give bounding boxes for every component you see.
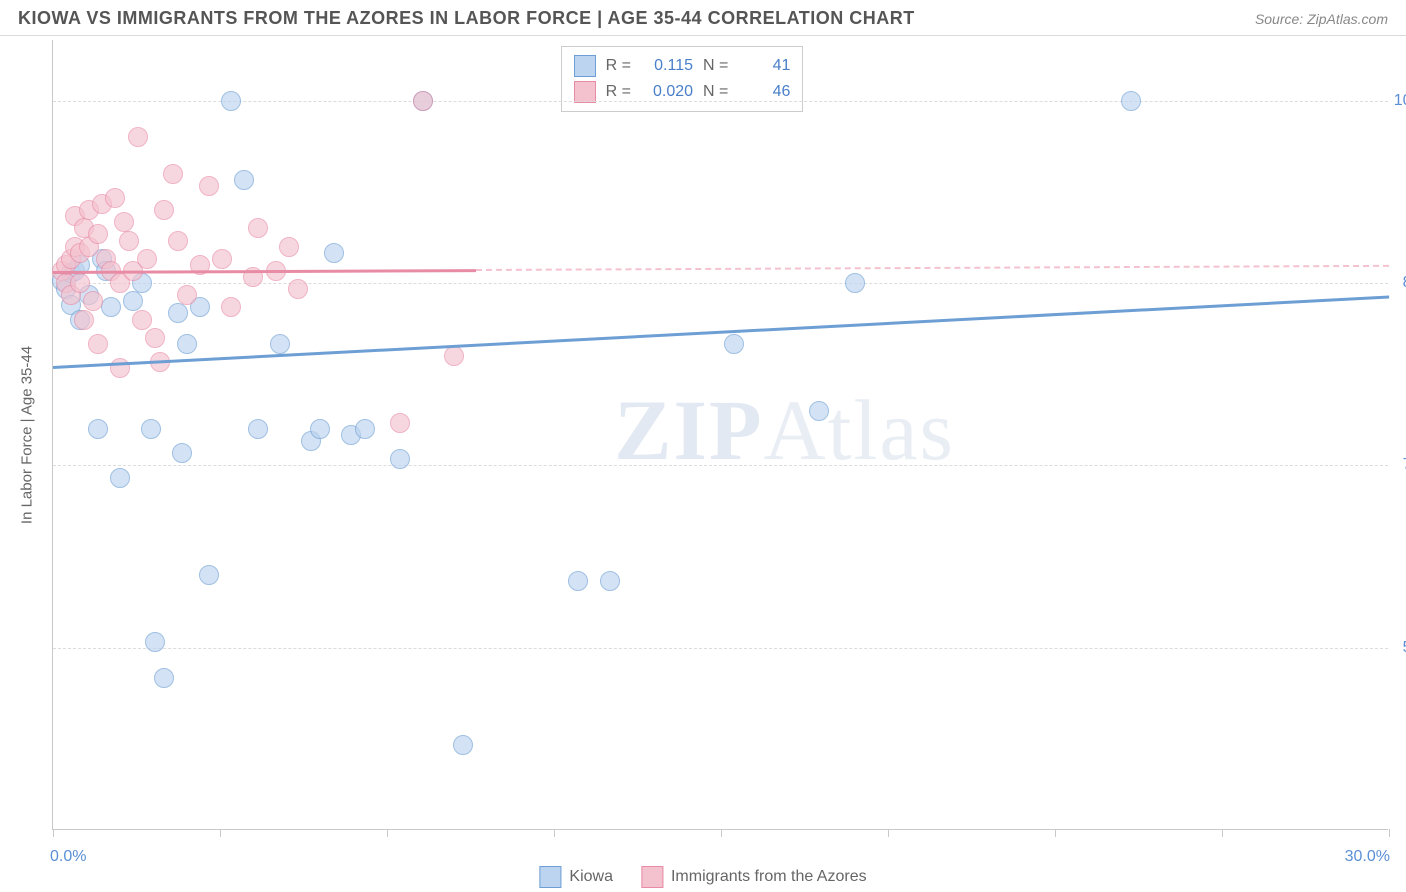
data-point xyxy=(128,127,148,147)
data-point xyxy=(88,419,108,439)
data-point xyxy=(172,443,192,463)
legend-swatch xyxy=(539,866,561,888)
data-point xyxy=(74,310,94,330)
x-tick xyxy=(888,829,889,837)
legend-swatch xyxy=(574,55,596,77)
data-point xyxy=(88,224,108,244)
data-point xyxy=(141,419,161,439)
data-point xyxy=(145,632,165,652)
gridline xyxy=(53,465,1388,466)
data-point xyxy=(88,334,108,354)
data-point xyxy=(453,735,473,755)
data-point xyxy=(199,176,219,196)
data-point xyxy=(288,279,308,299)
data-point xyxy=(248,419,268,439)
y-axis-title: In Labor Force | Age 35-44 xyxy=(19,345,36,523)
trend-line xyxy=(53,269,476,274)
scatter-chart: In Labor Force | Age 35-44 ZIPAtlas R =0… xyxy=(52,40,1388,830)
data-point xyxy=(845,273,865,293)
data-point xyxy=(137,249,157,269)
data-point xyxy=(600,571,620,591)
y-tick-label: 85.0% xyxy=(1392,274,1406,292)
data-point xyxy=(324,243,344,263)
gridline xyxy=(53,648,1388,649)
data-point xyxy=(248,218,268,238)
stats-legend: R =0.115N =41R =0.020N =46 xyxy=(561,46,804,112)
data-point xyxy=(390,449,410,469)
data-point xyxy=(355,419,375,439)
x-axis-max-label: 30.0% xyxy=(1345,848,1390,866)
data-point xyxy=(413,91,433,111)
x-tick xyxy=(1389,829,1390,837)
legend-swatch xyxy=(574,81,596,103)
data-point xyxy=(270,334,290,354)
x-tick xyxy=(1222,829,1223,837)
x-tick xyxy=(721,829,722,837)
data-point xyxy=(1121,91,1141,111)
series-legend-label: Kiowa xyxy=(569,868,613,886)
data-point xyxy=(168,231,188,251)
series-legend-item: Immigrants from the Azores xyxy=(641,866,867,888)
data-point xyxy=(123,291,143,311)
series-legend-item: Kiowa xyxy=(539,866,613,888)
data-point xyxy=(154,200,174,220)
data-point xyxy=(154,668,174,688)
y-tick-label: 55.0% xyxy=(1392,639,1406,657)
data-point xyxy=(310,419,330,439)
data-point xyxy=(199,565,219,585)
data-point xyxy=(101,297,121,317)
data-point xyxy=(234,170,254,190)
x-tick xyxy=(220,829,221,837)
data-point xyxy=(168,303,188,323)
r-value: 0.115 xyxy=(641,53,693,79)
r-label: R = xyxy=(606,53,631,79)
data-point xyxy=(809,401,829,421)
data-point xyxy=(279,237,299,257)
x-axis-min-label: 0.0% xyxy=(50,848,86,866)
data-point xyxy=(70,273,90,293)
data-point xyxy=(163,164,183,184)
data-point xyxy=(83,291,103,311)
trend-line xyxy=(53,295,1389,368)
data-point xyxy=(221,91,241,111)
legend-swatch xyxy=(641,866,663,888)
trend-line-dashed xyxy=(476,265,1389,271)
data-point xyxy=(132,310,152,330)
data-point xyxy=(221,297,241,317)
gridline xyxy=(53,101,1388,102)
y-tick-label: 100.0% xyxy=(1392,92,1406,110)
x-tick xyxy=(387,829,388,837)
data-point xyxy=(119,231,139,251)
data-point xyxy=(177,285,197,305)
series-legend: Kiowa Immigrants from the Azores xyxy=(539,866,866,888)
watermark-bold: ZIP xyxy=(614,382,763,478)
data-point xyxy=(114,212,134,232)
y-tick-label: 70.0% xyxy=(1392,456,1406,474)
x-tick xyxy=(53,829,54,837)
data-point xyxy=(145,328,165,348)
watermark-rest: Atlas xyxy=(763,382,955,478)
data-point xyxy=(177,334,197,354)
data-point xyxy=(105,188,125,208)
data-point xyxy=(390,413,410,433)
series-legend-label: Immigrants from the Azores xyxy=(671,868,867,886)
data-point xyxy=(568,571,588,591)
data-point xyxy=(110,468,130,488)
data-point xyxy=(724,334,744,354)
data-point xyxy=(444,346,464,366)
n-value: 41 xyxy=(738,53,790,79)
x-tick xyxy=(554,829,555,837)
chart-title: KIOWA VS IMMIGRANTS FROM THE AZORES IN L… xyxy=(18,8,915,29)
data-point xyxy=(212,249,232,269)
stats-legend-row: R = 0.115 N = 41 xyxy=(574,53,791,79)
x-tick xyxy=(1055,829,1056,837)
chart-source: Source: ZipAtlas.com xyxy=(1255,11,1388,27)
chart-header: KIOWA VS IMMIGRANTS FROM THE AZORES IN L… xyxy=(0,0,1406,36)
n-label: N = xyxy=(703,53,728,79)
